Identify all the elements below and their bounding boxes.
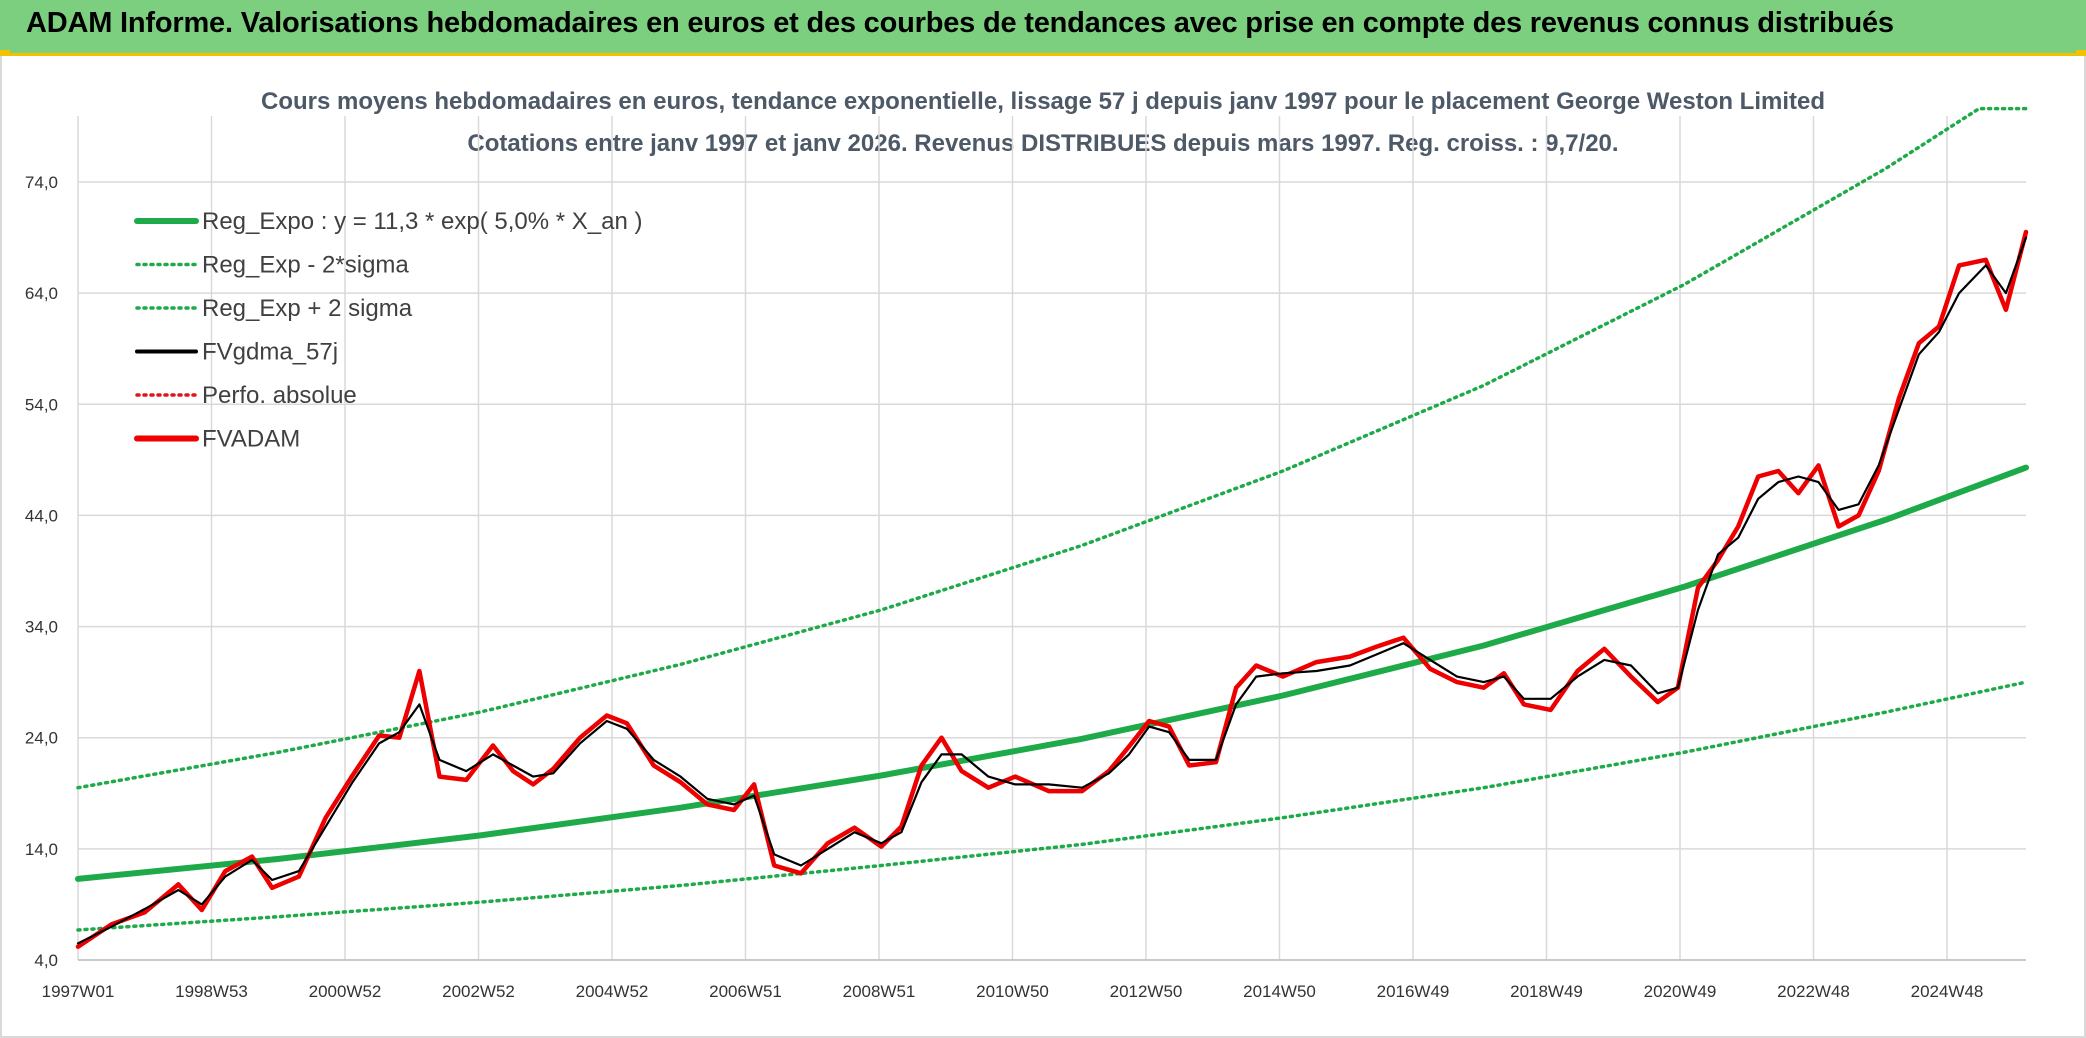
lower-band-line [76, 680, 2028, 932]
legend-item-smoothed-label: FVgdma_57j [202, 339, 338, 366]
price-line [75, 229, 2029, 949]
x-tick-label: 2004W52 [576, 982, 649, 1001]
y-tick-label: 64,0 [25, 284, 58, 303]
y-axis: 4,0 14,0 24,0 34,0 44,0 54,0 64,0 74,0 [25, 173, 58, 970]
x-tick-label: 2012W50 [1110, 982, 1183, 1001]
x-tick-label: 2022W48 [1777, 982, 1850, 1001]
report-banner: ADAM Informe. Valorisations hebdomadaire… [0, 0, 2086, 56]
y-tick-label: 34,0 [25, 618, 58, 637]
x-tick-label: 2006W51 [709, 982, 782, 1001]
x-tick-label: 2020W49 [1644, 982, 1717, 1001]
banner-accent-right [2076, 50, 2086, 56]
x-tick-label: 2018W49 [1510, 982, 1583, 1001]
x-tick-label: 1998W53 [175, 982, 248, 1001]
report-title: ADAM Informe. Valorisations hebdomadaire… [26, 7, 1894, 39]
chart-title: Cours moyens hebdomadaires en euros, ten… [261, 88, 1825, 115]
y-tick-label: 14,0 [25, 840, 58, 859]
x-axis: 1997W01 1998W53 2000W52 2002W52 2004W52 2006W… [42, 982, 1984, 1001]
legend-item-trend-label: Reg_Expo : y = 11,3 * exp( 5,0% * X_an ) [202, 208, 642, 235]
y-tick-label: 54,0 [25, 395, 58, 414]
x-tick-label: 2010W50 [976, 982, 1049, 1001]
chart-subtitle: Cotations entre janv 1997 et janv 2026. … [467, 130, 1618, 157]
y-tick-label: 74,0 [25, 173, 58, 192]
legend-item-lower-band-label: Reg_Exp - 2*sigma [202, 252, 409, 279]
series-layer [75, 106, 2029, 949]
upper-band-line [76, 106, 2028, 790]
x-tick-label: 2008W51 [843, 982, 916, 1001]
legend-item-price-label: FVADAM [202, 426, 300, 453]
trend-line [75, 464, 2029, 882]
x-tick-label: 2024W48 [1911, 982, 1984, 1001]
y-tick-label: 44,0 [25, 506, 58, 525]
x-tick-label: 2014W50 [1243, 982, 1316, 1001]
x-tick-label: 1997W01 [42, 982, 115, 1001]
y-tick-label: 4,0 [34, 951, 58, 970]
x-tick-label: 2016W49 [1377, 982, 1450, 1001]
smoothed-line [76, 236, 2028, 945]
y-tick-label: 24,0 [25, 729, 58, 748]
chart-legend: Reg_Expo : y = 11,3 * exp( 5,0% * X_an )… [134, 208, 642, 453]
x-tick-label: 2000W52 [309, 982, 382, 1001]
banner-accent-left [0, 50, 10, 56]
legend-item-upper-band-label: Reg_Exp + 2 sigma [202, 295, 413, 322]
legend-item-perfo-label: Perfo. absolue [202, 382, 357, 409]
x-tick-label: 2002W52 [442, 982, 515, 1001]
chart-grid [77, 116, 2026, 961]
